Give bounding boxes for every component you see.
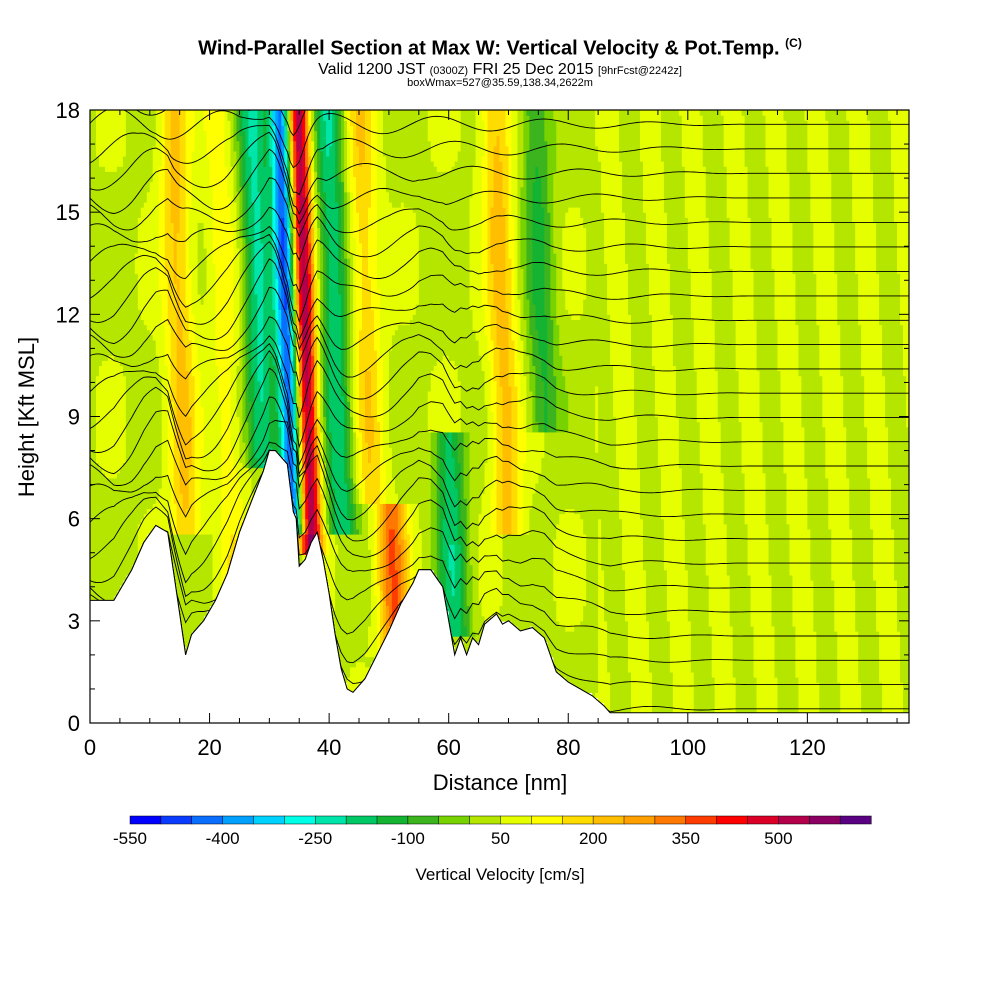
colorbar-swatch [439, 816, 470, 824]
x-tick-label: 120 [789, 735, 826, 760]
colorbar-swatch [161, 816, 192, 824]
colorbar-tick-label: 500 [764, 829, 792, 848]
colorbar-swatch [655, 816, 686, 824]
colorbar-swatch [501, 816, 532, 824]
y-tick-label: 12 [56, 302, 80, 327]
y-tick-label: 9 [68, 405, 80, 430]
colorbar-swatch [223, 816, 254, 824]
colorbar-swatch [840, 816, 871, 824]
colorbar: -550 -400 -250 -100 50 200 350 500 [113, 816, 871, 848]
colorbar-tick-label: 350 [672, 829, 700, 848]
colorbar-swatch [408, 816, 439, 824]
y-axis-label: Height [Kft MSL] [14, 337, 39, 497]
colorbar-swatch [809, 816, 840, 824]
colorbar-swatch [130, 816, 161, 824]
colorbar-swatch [624, 816, 655, 824]
colorbar-tick-label: -100 [391, 829, 425, 848]
colorbar-swatch [778, 816, 809, 824]
colorbar-tick-label: -250 [298, 829, 332, 848]
x-tick-label: 80 [556, 735, 580, 760]
x-tick-label: 20 [197, 735, 221, 760]
colorbar-swatch [254, 816, 285, 824]
colorbar-swatch [284, 816, 315, 824]
colorbar-swatch [562, 816, 593, 824]
y-tick-label: 3 [68, 609, 80, 634]
x-tick-label: 60 [436, 735, 460, 760]
colorbar-swatch [192, 816, 223, 824]
colorbar-tick-label: -400 [206, 829, 240, 848]
colorbar-tick-label: -550 [113, 829, 147, 848]
colorbar-tick-label: 200 [579, 829, 607, 848]
colorbar-swatch [377, 816, 408, 824]
y-tick-label: 18 [56, 98, 80, 123]
colorbar-swatch [717, 816, 748, 824]
y-tick-label: 15 [56, 200, 80, 225]
colorbar-label: Vertical Velocity [cm/s] [415, 865, 584, 884]
colorbar-swatch [315, 816, 346, 824]
x-tick-label: 100 [669, 735, 706, 760]
y-tick-label: 0 [68, 711, 80, 736]
colorbar-swatch [593, 816, 624, 824]
colorbar-swatch [346, 816, 377, 824]
x-axis-label: Distance [nm] [433, 770, 568, 795]
colorbar-swatch [470, 816, 501, 824]
colorbar-swatch [531, 816, 562, 824]
x-tick-label: 40 [317, 735, 341, 760]
colorbar-swatch [748, 816, 779, 824]
colorbar-tick-label: 50 [491, 829, 510, 848]
y-tick-label: 6 [68, 507, 80, 532]
chart-svg: 0 20 40 60 80 100 120 0 3 6 9 12 15 18 Distance [nm]… [0, 0, 1000, 1000]
colorbar-swatch [686, 816, 717, 824]
x-tick-label: 0 [84, 735, 96, 760]
